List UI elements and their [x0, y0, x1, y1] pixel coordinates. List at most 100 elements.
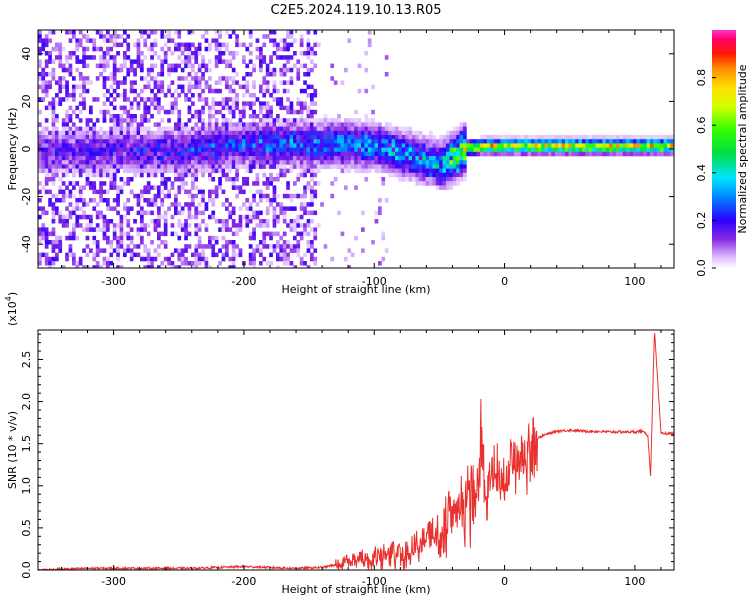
spectrogram-cell — [313, 181, 318, 186]
spectrogram-cell — [65, 135, 69, 140]
spectrogram-cell — [157, 147, 161, 153]
spectrogram-cell — [289, 109, 294, 115]
spectrogram-cell — [99, 109, 103, 115]
spectrogram-cell — [541, 143, 545, 148]
spectrogram-cell — [61, 67, 66, 73]
spectrogram-cell — [153, 223, 158, 228]
spectrogram-cell — [136, 160, 141, 165]
spectrogram-cell — [612, 139, 617, 144]
spectrogram-cell — [102, 63, 107, 69]
spectrogram-cell — [310, 109, 314, 115]
spectrogram-cell — [85, 172, 90, 178]
spectrogram-cell — [276, 151, 280, 157]
spectrogram-cell — [106, 130, 110, 136]
spectrogram-cell — [221, 223, 226, 228]
spectrogram-cell — [350, 118, 355, 123]
spectrogram-cell — [265, 72, 270, 77]
spectrogram-cell — [463, 122, 467, 127]
spectrogram-cell — [306, 160, 311, 165]
spectrogram-cell — [245, 160, 250, 165]
spectrogram-cell — [133, 252, 137, 258]
spectrogram-cell — [85, 76, 90, 81]
spectrogram-cell — [228, 34, 233, 39]
spectrogram-cell — [432, 143, 437, 148]
spectrogram-cell — [126, 168, 131, 174]
spectrogram-cell — [112, 160, 117, 165]
spectrogram-cell — [371, 240, 375, 245]
spectrogram-cell — [78, 38, 83, 43]
spectrogram-cell — [435, 172, 440, 178]
spectrogram-cell — [194, 160, 199, 165]
spectrogram-cell — [150, 46, 154, 52]
spectrogram-cell — [374, 135, 379, 140]
spectrogram-cell — [242, 181, 246, 186]
spectrogram-cell — [44, 172, 49, 178]
spectrogram-cell — [146, 84, 151, 90]
spectrogram-cell — [129, 156, 134, 161]
spectrogram-cell — [259, 143, 263, 148]
spectrogram-cell — [310, 51, 314, 56]
spectrogram-cell — [44, 72, 49, 77]
spectrogram-cell — [89, 105, 93, 111]
spectrogram-cell — [639, 135, 644, 140]
spectrogram-cell — [493, 151, 498, 157]
spectrogram-cell — [276, 156, 280, 161]
spectrogram-cell — [262, 151, 267, 157]
spectrogram-cell — [68, 118, 73, 123]
spectrogram-cell — [435, 147, 440, 153]
spectrogram-cell — [231, 105, 236, 111]
spectrogram-cell — [150, 219, 154, 224]
spectrogram-cell — [269, 126, 273, 132]
spectrogram-cell — [252, 231, 256, 237]
spectrogram-cell — [289, 42, 294, 48]
spectrogram-cell — [517, 143, 522, 148]
spectrogram-cell — [75, 214, 80, 220]
spectrogram-cell — [228, 164, 233, 169]
spectrogram-cell — [269, 118, 273, 123]
spectrogram-cell — [316, 42, 321, 48]
spectrogram-cell — [109, 240, 114, 245]
spectrogram-cell — [82, 130, 86, 136]
spectrogram-cell — [38, 252, 42, 258]
spectrogram-cell — [429, 168, 433, 174]
spectrogram-cell — [299, 126, 304, 132]
spectrogram-cell — [272, 210, 277, 216]
spectrogram-cell — [245, 80, 250, 85]
spectrogram-cell — [157, 55, 161, 60]
spectrogram-cell — [65, 126, 69, 132]
spectrogram-cell — [534, 139, 539, 144]
spectrogram-cell — [184, 223, 188, 228]
spectrogram-cell — [208, 189, 212, 195]
spectrogram-cell — [238, 118, 243, 123]
spectrogram-cell — [99, 193, 103, 199]
spectrogram-cell — [279, 55, 284, 60]
spectrogram-cell — [150, 202, 154, 207]
spectrogram-cell — [129, 67, 134, 73]
spectrogram-cell — [279, 38, 284, 43]
spectrogram-cell — [180, 42, 185, 48]
spectrogram-cell — [119, 63, 124, 69]
spectrogram-cell — [197, 97, 202, 102]
spectrogram-cell — [286, 46, 290, 52]
spectrogram-cell — [184, 164, 188, 169]
spectrogram-cell — [78, 147, 83, 153]
spectrogram-cell — [269, 177, 273, 182]
spectrogram-cell — [44, 139, 49, 144]
spectrogram-cell — [38, 38, 42, 43]
spectrogram-cell — [38, 109, 42, 115]
spectrogram-cell — [235, 97, 239, 102]
spectrogram-cell — [102, 93, 107, 98]
spectrogram-cell — [357, 168, 362, 174]
spectrogram-cell — [58, 219, 63, 224]
spectrogram-cell — [38, 97, 42, 102]
spectrogram-cell — [364, 135, 369, 140]
spectrogram-cell — [238, 248, 243, 253]
spectrogram-cell — [214, 185, 219, 190]
spectrogram-cell — [524, 151, 528, 157]
spectrogram-cell — [55, 252, 59, 258]
spectrogram-cell — [123, 151, 127, 157]
spectrogram-cell — [211, 101, 216, 106]
spectrogram-cell — [194, 244, 199, 249]
spectrogram-cell — [228, 160, 233, 165]
spectrogram-cell — [177, 265, 182, 268]
